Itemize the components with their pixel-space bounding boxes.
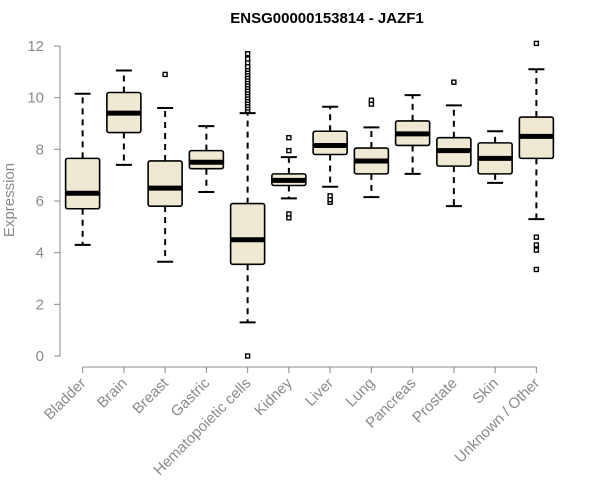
outlier-point: [368, 97, 375, 103]
outlier-point: [533, 234, 540, 240]
y-tick-label: 4: [36, 245, 44, 262]
box-hematopoietic-cells: [229, 51, 266, 359]
x-tick-label: Kidney: [251, 374, 296, 419]
y-axis-label: Expression: [1, 163, 18, 237]
box-unknown-other: [518, 40, 555, 273]
box-skin: [477, 130, 513, 184]
y-tick-label: 10: [27, 90, 44, 107]
x-tick-label: Liver: [302, 375, 337, 410]
outlier-point: [533, 242, 540, 248]
x-tick-label: Lung: [343, 375, 379, 411]
x-tick-label: Breast: [129, 374, 172, 417]
box-kidney: [271, 135, 307, 221]
y-tick-label: 8: [36, 141, 44, 158]
box-iqr: [312, 130, 348, 156]
outlier-point: [533, 247, 540, 253]
y-tick-label: 2: [36, 296, 44, 313]
y-tick-label: 12: [27, 38, 44, 55]
y-tick-label: 0: [36, 348, 44, 365]
box-liver: [312, 105, 348, 205]
box-iqr: [188, 149, 225, 170]
x-tick-label: Bladder: [41, 375, 90, 424]
outlier-point: [244, 51, 251, 57]
box-lung: [353, 97, 390, 199]
x-tick-label: Brain: [94, 375, 131, 412]
outlier-point: [244, 353, 251, 359]
box-group: [64, 40, 555, 359]
box-iqr: [147, 160, 183, 207]
box-bladder: [64, 92, 101, 246]
box-brain: [106, 69, 142, 166]
box-pancreas: [394, 94, 431, 175]
outlier-point: [286, 135, 292, 141]
outlier-point: [533, 266, 540, 273]
box-iqr: [229, 202, 266, 266]
outlier-point: [286, 211, 292, 217]
outlier-point: [244, 56, 251, 62]
box-prostate: [436, 79, 472, 208]
box-iqr: [64, 157, 101, 210]
box-breast: [147, 71, 183, 263]
y-axis: 0 2 4 6 8 10 12: [27, 38, 61, 365]
outlier-point: [162, 71, 168, 78]
chart-title: ENSG00000153814 - JAZF1: [230, 10, 423, 27]
outlier-point: [451, 79, 457, 85]
y-tick-label: 6: [36, 193, 44, 210]
outlier-point: [533, 40, 540, 47]
x-tick-label: Skin: [469, 375, 502, 408]
outlier-point: [286, 147, 292, 154]
outlier-point: [327, 193, 333, 199]
x-tick-label: Prostate: [409, 375, 461, 427]
box-gastric: [188, 125, 225, 193]
